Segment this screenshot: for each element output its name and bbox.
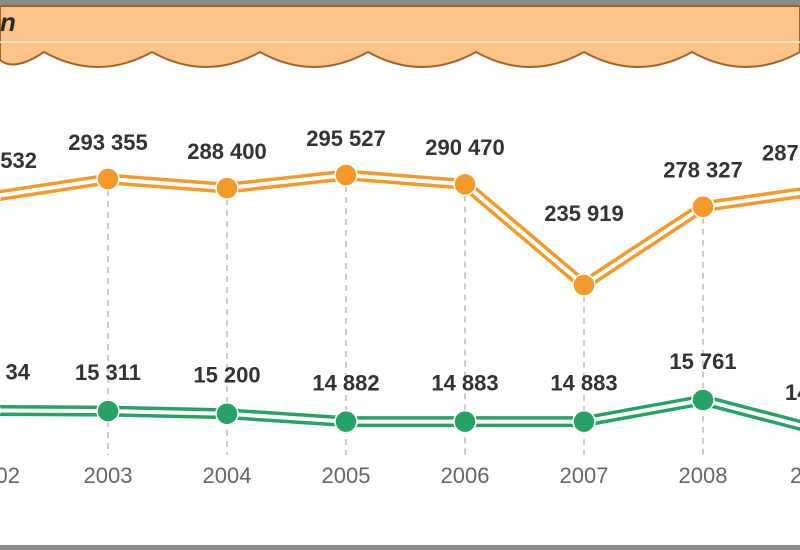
- data-label: 293 355: [68, 130, 148, 155]
- x-tick-label: 2003: [84, 463, 133, 488]
- data-label: 290 470: [425, 135, 505, 160]
- data-point: [96, 167, 120, 191]
- data-label: 532: [0, 148, 37, 173]
- data-label: 15 311: [75, 360, 141, 385]
- bottom-border: [0, 545, 800, 550]
- data-point: [334, 163, 358, 187]
- data-label: 15 761: [669, 349, 736, 374]
- data-point: [572, 273, 596, 297]
- x-tick-label: 2006: [441, 463, 490, 488]
- x-tick-label: 02: [0, 463, 20, 488]
- data-point: [691, 194, 715, 219]
- data-label: 14 883: [431, 370, 498, 395]
- data-label: 295 527: [306, 126, 386, 151]
- data-point: [215, 176, 239, 200]
- chart-title: n: [0, 7, 16, 37]
- series-line-inner: [0, 398, 800, 428]
- x-tick-label: 2004: [203, 463, 252, 488]
- x-tick-label: 2007: [560, 463, 609, 488]
- top-border: [0, 0, 800, 6]
- header-band: [0, 5, 800, 68]
- data-label: 34: [6, 359, 31, 384]
- data-label: 278 327: [663, 158, 743, 183]
- data-label: 235 919: [544, 201, 624, 226]
- x-tick-label: 2: [790, 463, 800, 488]
- data-point: [334, 409, 358, 434]
- data-label: 14: [785, 380, 800, 405]
- data-point: [691, 388, 715, 412]
- data-point: [453, 409, 477, 434]
- data-label: 15 200: [193, 363, 260, 388]
- data-point: [96, 399, 120, 423]
- x-tick-label: 2005: [322, 463, 371, 488]
- data-point: [453, 172, 477, 197]
- series-line-inner: [0, 173, 800, 287]
- data-label: 288 400: [187, 139, 267, 164]
- data-label: 14 883: [550, 370, 617, 395]
- data-label: 287: [762, 141, 799, 166]
- x-tick-label: 2008: [679, 463, 728, 488]
- data-point: [572, 409, 596, 434]
- data-label: 14 882: [312, 370, 379, 395]
- data-point: [215, 402, 239, 426]
